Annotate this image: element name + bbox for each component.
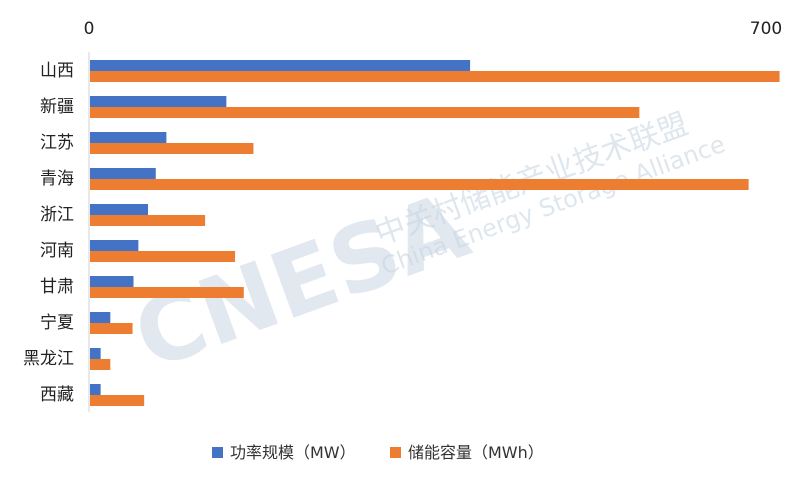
bar-capacity [90,287,244,298]
bar-capacity [90,323,133,334]
bar-power [90,312,111,323]
bar-power [90,276,134,287]
bar-power [90,96,227,107]
bar-power [90,168,156,179]
category-label: 宁夏 [40,313,74,333]
legend-item: 功率规模（MW） [212,443,356,462]
category-label: 青海 [40,169,74,189]
category-label: 浙江 [40,205,74,225]
bar-capacity [90,395,145,406]
bar-capacity [90,143,254,154]
x-axis-ticks: 0 700 [84,19,783,39]
legend-swatch [212,447,223,458]
bar-power [90,348,101,359]
category-label: 黑龙江 [23,349,74,369]
legend: 功率规模（MW） 储能容量（MWh） [212,443,544,462]
category-label: 西藏 [40,385,74,405]
bar-power [90,60,471,71]
legend-label: 功率规模（MW） [230,443,356,462]
category-label: 甘肃 [40,277,74,297]
category-label: 山西 [40,61,74,81]
category-label: 江苏 [40,133,74,153]
category-label: 新疆 [40,97,74,117]
x-tick-label: 700 [750,19,782,39]
bar-capacity [90,71,780,82]
bar-power [90,204,149,215]
bar-power [90,384,101,395]
legend-swatch [390,447,401,458]
bar-capacity [90,179,749,190]
x-tick-label: 0 [84,19,95,39]
bar-capacity [90,251,236,262]
bar-capacity [90,107,640,118]
bar-capacity [90,359,111,370]
bar-capacity [90,215,206,226]
legend-item: 储能容量（MWh） [390,443,544,462]
bar-power [90,240,139,251]
bars [90,60,780,406]
category-label: 河南 [40,241,74,261]
legend-label: 储能容量（MWh） [408,443,544,462]
bar-power [90,132,167,143]
